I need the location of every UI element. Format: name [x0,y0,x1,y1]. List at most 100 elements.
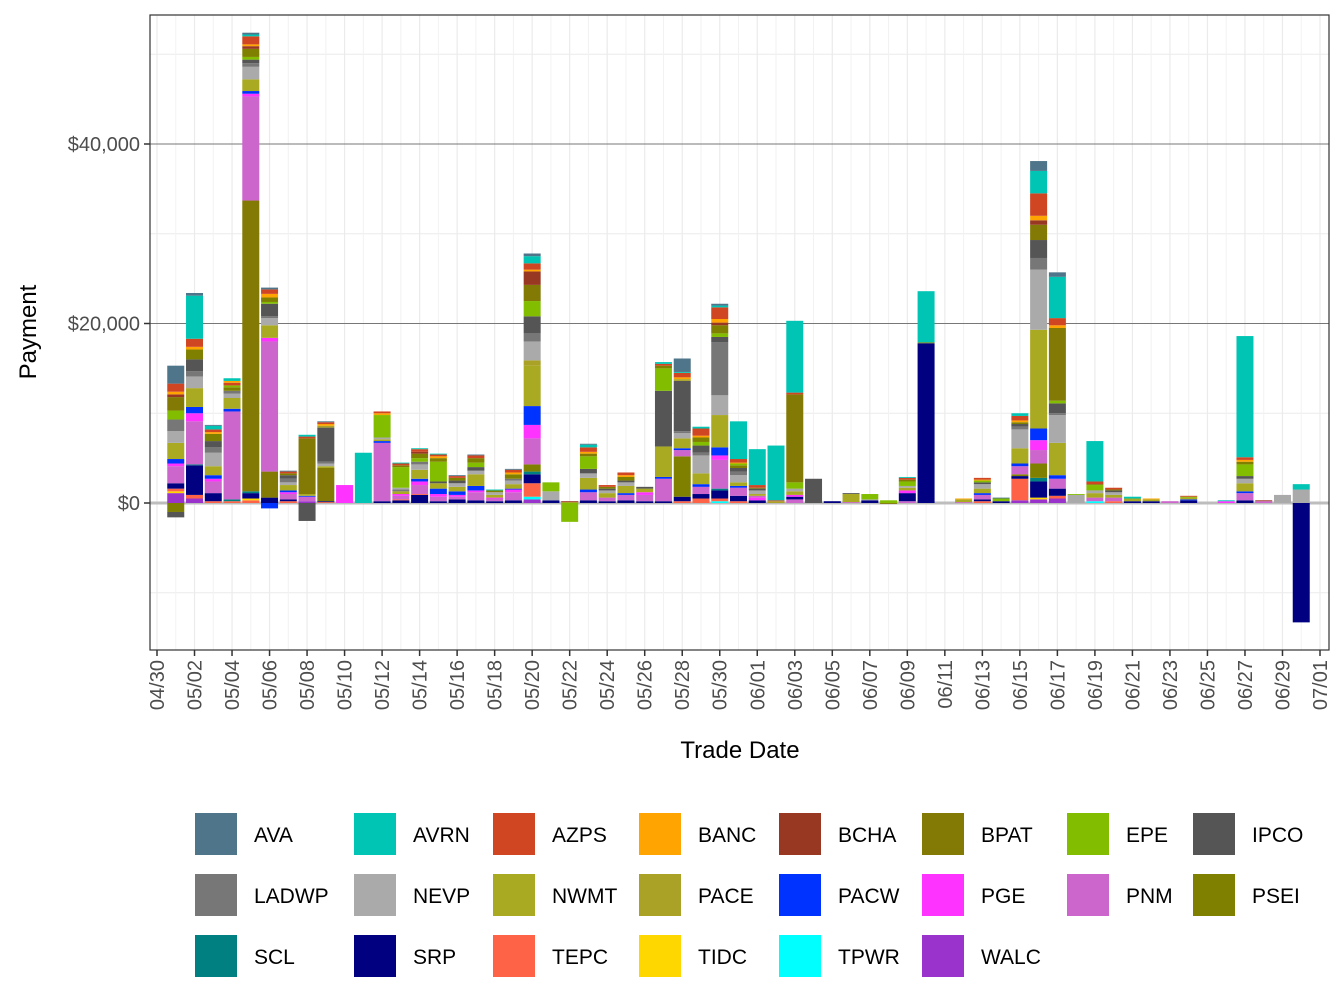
bar-segment-epe [730,463,747,466]
bar-segment-ava [711,303,729,306]
legend-item-walc: WALC [922,935,1041,977]
legend-label: EPE [1126,824,1168,847]
bar-segment-nwmt [786,491,804,495]
legend-item-pace: PACE [639,874,754,916]
legend-swatch [779,813,821,855]
bar-segment-pnm [898,501,916,503]
y-axis-title: Payment [15,284,42,379]
bar-segment-avrn [730,421,747,460]
bar-segment-psei [186,349,204,360]
bar-segment-ava [523,253,541,257]
bar-segment-psei [1236,461,1254,465]
bar-segment-nwmt [973,488,991,494]
bar-segment-psei [748,487,766,489]
bar-segment-psei [692,437,710,442]
legend-swatch [354,874,396,916]
bar-segment-avrn [1236,336,1254,458]
bar-segment-nwmt [636,488,654,493]
bar-segment-tepc [1011,478,1029,501]
bar-segment-pnm [167,466,185,484]
bar-segment-nwmt [448,486,466,492]
bar-segment-ava [317,421,335,423]
bar-segment-nevp [730,475,747,483]
bar-05-25 [617,472,635,503]
bar-segment-epe [711,333,729,337]
bar-segment-ipco [1105,490,1123,493]
bar-segment-psei [467,458,485,463]
legend-swatch [493,935,535,977]
bar-segment-epe [411,458,429,462]
bar-segment-ladwp [223,390,241,394]
x-axis-title: Trade Date [680,737,799,764]
bar-segment-banc [1236,459,1254,462]
bar-segment-banc [730,462,747,464]
legend-item-tpwr: TPWR [779,935,900,977]
bar-segment-srp [636,501,654,503]
bar-segment-avrn [1086,441,1104,482]
bar-segment-avrn [917,291,935,343]
legend-item-tidc: TIDC [639,935,747,977]
bar-segment-pge [261,337,279,342]
bar-segment-avrn [1011,413,1029,416]
bar-segment-tepc [242,500,260,503]
bar-segment-pacw [242,91,260,94]
legend-label: LADWP [254,885,329,908]
bar-segment-pacw [279,490,297,493]
bar-segment-pnm [429,496,447,502]
legend-label: TEPC [552,946,608,969]
bar-segment-nwmt [373,439,391,442]
bar-segment-nwmt [523,365,541,407]
bar-segment-pnm [842,502,860,503]
bar-segment-ipco [617,480,635,483]
bar-segment-ava [504,468,522,470]
bar-segment-pge [786,494,804,497]
bar-segment-azps [1048,318,1066,326]
bar-segment-nevp [261,318,279,326]
bar-segment-nevp [579,473,597,478]
bar-segment-epe [392,467,410,488]
legend-label: AVRN [413,824,470,847]
bar-segment-nwmt [223,397,241,409]
bar-segment-epe [1067,494,1085,495]
bar-segment-srp [917,343,935,503]
legend-swatch [1193,874,1235,916]
bar-segment-nevp [523,341,541,361]
bar-segment-azps [1011,415,1029,421]
bar-segment-nwmt [748,494,766,496]
bar-segment-pnm [1161,501,1179,503]
bar-segment-banc [186,346,204,350]
legend-swatch [354,935,396,977]
bar-05-26 [636,486,654,503]
bar-segment-srp [654,501,672,503]
bar-segment-nwmt [486,494,504,498]
bar-segment-pnm [1255,501,1273,503]
bar-segment-ipco [242,59,260,64]
bar-segment-pacw [1236,491,1254,494]
bar-segment-pge [523,424,541,439]
bar-segment-bpat [880,503,898,504]
legend-item-ava: AVA [195,813,293,855]
bar-segment-epe [786,482,804,489]
bar-segment-nwmt [692,473,710,485]
bar-segment-nwmt [1011,448,1029,464]
bar-segment-azps [504,469,522,473]
bar-segment-ava [579,443,597,445]
bar-segment-avrn [1030,170,1048,194]
bar-segment-nevp [1292,489,1310,503]
legend-item-bpat: BPAT [922,813,1033,855]
bar-segment-bpat [898,479,916,482]
bar-segment-azps [411,449,429,452]
bar-segment-psei [617,476,635,481]
bar-segment-tidc [242,498,260,501]
bar-segment-epe [898,481,916,486]
bar-segment-psei [448,477,466,481]
bar-segment-epe [223,385,241,388]
bar-segment-srp [617,500,635,503]
bar-segment-pacw [579,489,597,493]
bar-segment-banc [1048,325,1066,328]
bar-06-09 [898,476,916,503]
bar-segment-nevp [692,455,710,474]
bar-segment-nwmt [298,494,316,496]
bar-05-06 [261,287,279,509]
